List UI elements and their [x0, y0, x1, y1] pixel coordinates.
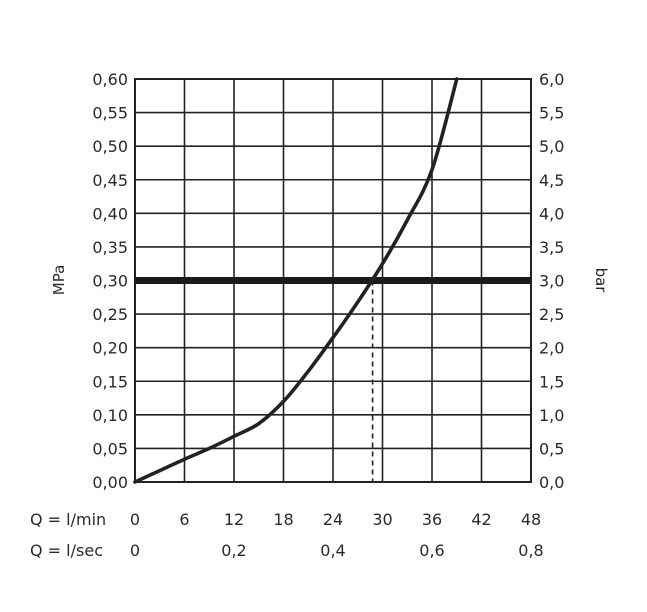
- y-tick-label-bar: 5,5: [539, 104, 564, 123]
- y-axis-title-right: bar: [592, 268, 610, 294]
- y-tick-label-mpa: 0,30: [92, 272, 128, 291]
- y-tick-label-bar: 1,0: [539, 406, 564, 425]
- pressure-flow-curve: [133, 77, 459, 484]
- y-tick-label-mpa: 0,15: [92, 372, 128, 391]
- x-tick-label-lpm: 48: [521, 510, 541, 529]
- x-tick-label-lpm: 12: [224, 510, 244, 529]
- y-tick-label-mpa: 0,50: [92, 137, 128, 156]
- x-tick-label-lpm: 42: [471, 510, 491, 529]
- y-tick-label-bar: 5,0: [539, 137, 564, 156]
- y-tick-label-mpa: 0,00: [92, 473, 128, 492]
- y-tick-label-bar: 1,5: [539, 372, 564, 391]
- y-tick-label-mpa: 0,25: [92, 305, 128, 324]
- x-tick-label-lpm: 0: [130, 510, 140, 529]
- y-tick-label-bar: 2,0: [539, 339, 564, 358]
- y-axis-title-left: MPa: [50, 265, 68, 296]
- x-axis-title-lpm: Q = l/min: [30, 510, 106, 529]
- y-tick-label-bar: 0,0: [539, 473, 564, 492]
- y-tick-label-bar: 6,0: [539, 70, 564, 89]
- y-tick-label-bar: 4,5: [539, 171, 564, 190]
- x-tick-label-lps: 0,6: [419, 541, 444, 560]
- grid: [134, 78, 532, 483]
- x-tick-label-lpm: 6: [179, 510, 189, 529]
- x-tick-label-lpm: 18: [273, 510, 293, 529]
- x-axis-title-lps: Q = l/sec: [30, 541, 103, 560]
- x-tick-label-lps: 0,4: [320, 541, 345, 560]
- y-tick-label-bar: 4,0: [539, 204, 564, 223]
- y-tick-label-bar: 2,5: [539, 305, 564, 324]
- y-tick-label-bar: 0,5: [539, 439, 564, 458]
- y-tick-label-mpa: 0,10: [92, 406, 128, 425]
- x-tick-label-lpm: 36: [422, 510, 442, 529]
- y-tick-label-mpa: 0,60: [92, 70, 128, 89]
- y-tick-label-bar: 3,0: [539, 272, 564, 291]
- y-tick-label-mpa: 0,05: [92, 439, 128, 458]
- reference-layer: [135, 277, 531, 482]
- y-tick-label-bar: 3,5: [539, 238, 564, 257]
- y-tick-label-mpa: 0,45: [92, 171, 128, 190]
- y-tick-label-mpa: 0,55: [92, 104, 128, 123]
- y-tick-label-mpa: 0,35: [92, 238, 128, 257]
- x-tick-label-lps: 0: [130, 541, 140, 560]
- curve-layer: [133, 77, 459, 484]
- tick-labels: 0,000,050,100,150,200,250,300,350,400,45…: [92, 70, 564, 560]
- x-tick-label-lpm: 24: [323, 510, 343, 529]
- y-tick-label-mpa: 0,20: [92, 339, 128, 358]
- x-tick-label-lpm: 30: [372, 510, 392, 529]
- x-tick-label-lps: 0,2: [221, 541, 246, 560]
- x-tick-label-lps: 0,8: [518, 541, 543, 560]
- y-tick-label-mpa: 0,40: [92, 204, 128, 223]
